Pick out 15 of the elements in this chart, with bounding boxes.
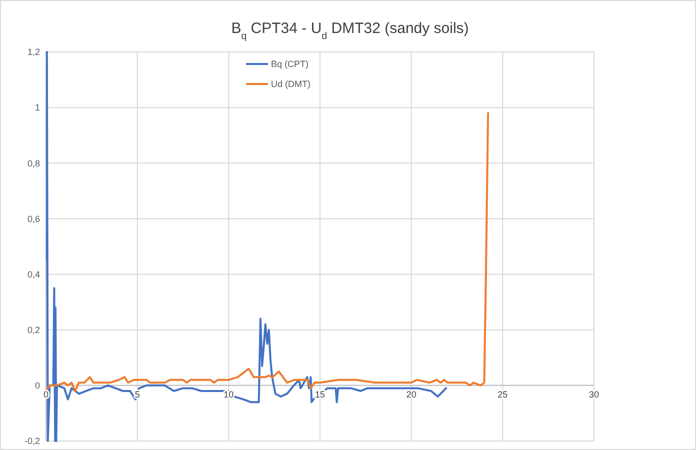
- legend-label: Bq (CPT): [271, 59, 309, 70]
- x-tick-label: 20: [406, 389, 416, 400]
- x-tick-label: 25: [498, 389, 508, 400]
- y-tick-label: 0: [34, 380, 40, 391]
- y-tick-label: 0,4: [27, 269, 40, 280]
- y-tick-label: 0,6: [27, 214, 40, 224]
- y-tick-label: 0,8: [27, 158, 40, 168]
- y-tick-label: 1: [34, 102, 40, 113]
- x-tick-label: 30: [588, 389, 600, 400]
- line-series: [46, 112, 490, 392]
- y-tick-label: -0,2: [24, 436, 40, 446]
- legend-label: Ud (DMT): [271, 79, 310, 90]
- chart-title: B$_{q}$ CPT34 - U$_{d}$ DMT32 (sandy soils): [231, 20, 469, 42]
- y-tick-label: 0,2: [27, 325, 40, 336]
- y-tick-label: 1,2: [27, 47, 40, 58]
